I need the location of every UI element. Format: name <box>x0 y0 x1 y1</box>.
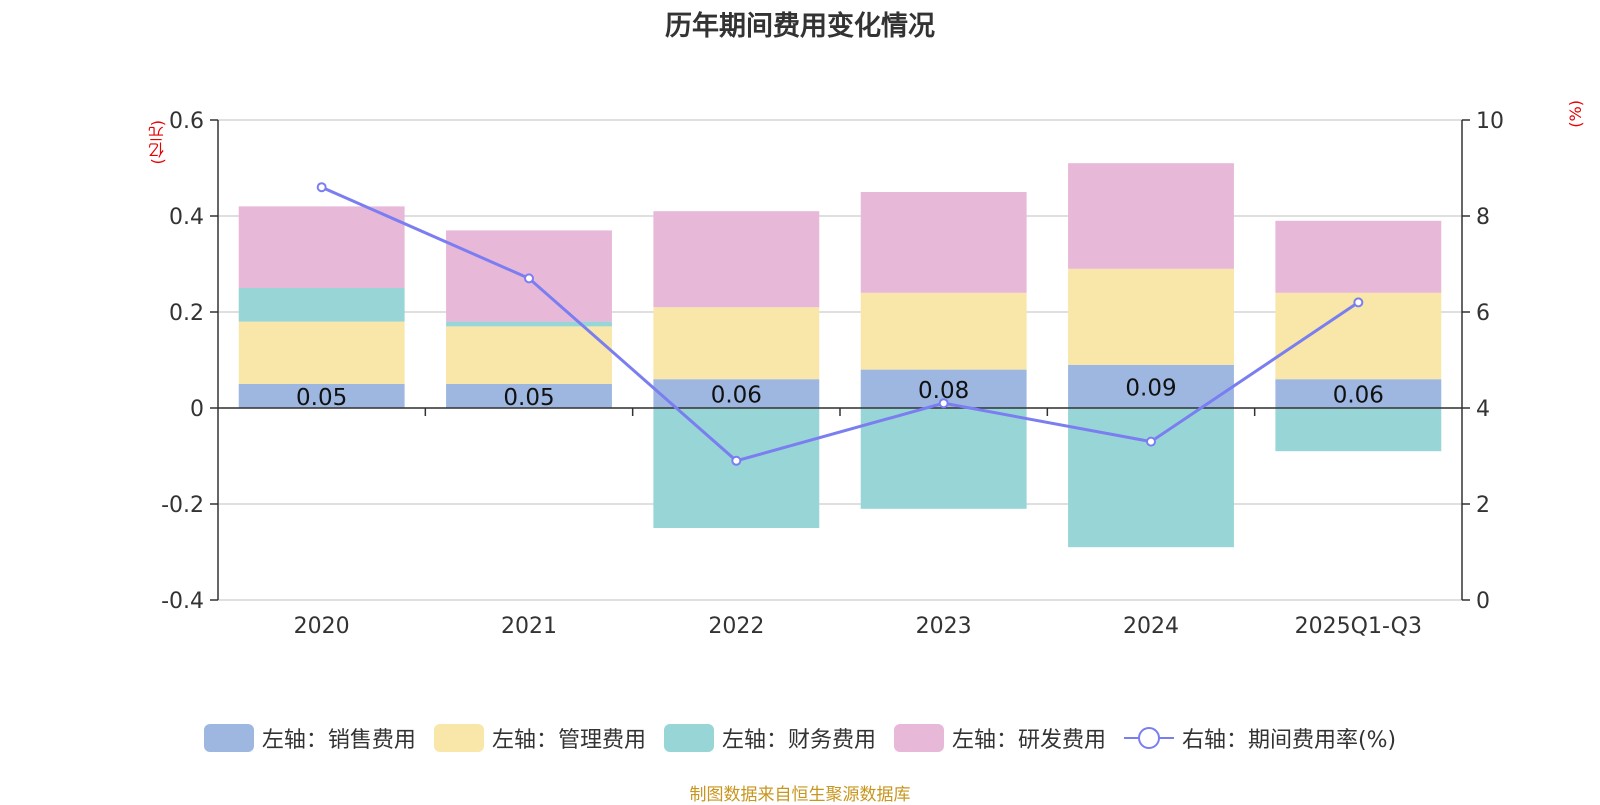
right-axis-tick-label: 8 <box>1476 205 1490 230</box>
bar-segment-1 <box>238 321 405 384</box>
legend-line-marker-icon <box>1123 727 1174 749</box>
x-axis-tick-label: 2021 <box>501 614 557 639</box>
bar-segment-3 <box>653 211 820 308</box>
bar-segment-0 <box>1068 364 1234 408</box>
bar-segment-0 <box>1275 379 1442 408</box>
rate-point <box>938 398 949 409</box>
legend-item-finance[interactable]: 左轴：财务费用 <box>663 722 876 754</box>
bar-data-label: 0.05 <box>296 385 347 411</box>
bar-segment-1 <box>446 326 612 384</box>
bar-segment-3 <box>860 192 1027 293</box>
right-axis-tick-label: 2 <box>1476 493 1490 518</box>
right-axis-tick-label: 4 <box>1476 397 1490 422</box>
legend-item-sales[interactable]: 左轴：销售费用 <box>203 722 416 754</box>
legend-swatch-admin <box>433 724 484 752</box>
rate-point <box>1353 297 1364 308</box>
bar-segment-2 <box>653 408 820 528</box>
legend-swatch-finance <box>663 724 714 752</box>
bar-segment-2 <box>1275 408 1442 452</box>
rate-point <box>524 273 534 284</box>
legend-swatch-sales <box>203 724 254 752</box>
legend-label-rate: 右轴：期间费用率(%) <box>1181 728 1397 753</box>
rate-line <box>321 185 1360 463</box>
x-axis-tick-label: 2024 <box>1123 614 1179 639</box>
bar-segment-1 <box>1068 268 1234 365</box>
legend-swatch-rnd <box>893 724 944 752</box>
bar-segment-1 <box>653 307 820 380</box>
x-axis-tick-label: 2020 <box>294 614 350 639</box>
left-axis-tick-label: 0 <box>190 397 204 422</box>
bar-segment-3 <box>238 206 405 288</box>
legend-item-rnd[interactable]: 左轴：研发费用 <box>893 722 1106 754</box>
bar-segment-1 <box>860 292 1027 370</box>
left-axis-tick-label: 0.4 <box>169 205 204 230</box>
bar-segment-3 <box>1068 163 1234 269</box>
bar-segment-0 <box>653 379 820 408</box>
bar-data-label: 0.06 <box>711 383 762 409</box>
bar-segment-2 <box>1068 408 1234 548</box>
legend-item-admin[interactable]: 左轴：管理费用 <box>433 722 646 754</box>
left-axis-tick-label: -0.2 <box>161 493 204 518</box>
bar-data-label: 0.05 <box>503 385 554 411</box>
bar-segment-2 <box>446 321 612 327</box>
x-axis-tick-label: 2022 <box>708 614 764 639</box>
rate-point <box>316 182 327 193</box>
legend-label-finance: 左轴：财务费用 <box>721 728 876 753</box>
bar-segment-2 <box>238 288 405 322</box>
bar-segment-2 <box>860 408 1027 509</box>
left-axis-tick-label: 0.6 <box>169 109 204 134</box>
right-axis-tick-label: 0 <box>1476 589 1490 614</box>
bar-segment-0 <box>446 384 612 408</box>
x-axis-tick-label: 2023 <box>916 614 972 639</box>
chart-title: 历年期间费用变化情况 <box>665 11 935 42</box>
data-source-note: 制图数据来自恒生聚源数据库 <box>689 785 911 805</box>
legend-label-sales: 左轴：销售费用 <box>261 728 416 753</box>
bar-data-label: 0.09 <box>1125 375 1176 401</box>
legend-label-rnd: 左轴：研发费用 <box>951 728 1106 753</box>
bar-segment-0 <box>238 384 405 408</box>
right-axis-tick-label: 10 <box>1476 109 1504 134</box>
left-axis-tick-label: -0.4 <box>161 589 204 614</box>
x-axis-tick-label: 2025Q1-Q3 <box>1295 614 1422 639</box>
legend: 左轴：销售费用 左轴：管理费用 左轴：财务费用 左轴：研发费用 右轴：期间费用率… <box>0 722 1600 754</box>
legend-item-rate[interactable]: 右轴：期间费用率(%) <box>1123 722 1397 754</box>
right-axis-tick-label: 6 <box>1476 301 1490 326</box>
rate-point <box>1146 436 1156 447</box>
legend-label-admin: 左轴：管理费用 <box>491 728 646 753</box>
bar-data-label: 0.06 <box>1333 383 1384 409</box>
bar-segment-3 <box>1275 220 1442 293</box>
rate-point <box>731 455 742 466</box>
chart-canvas: -0.4 -0.2 0 0.2 0.4 0.6 0 2 4 6 8 10 0.05 0.05 0.06 0.0… <box>161 109 1504 639</box>
left-axis-tick-label: 0.2 <box>169 301 204 326</box>
